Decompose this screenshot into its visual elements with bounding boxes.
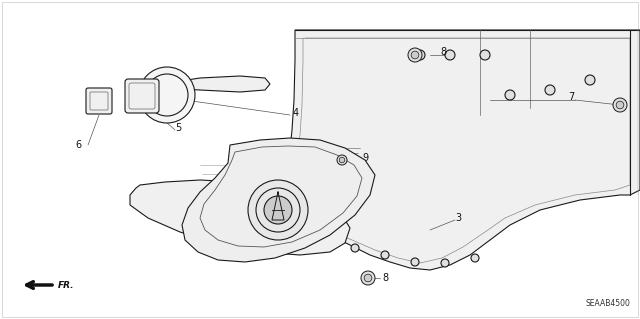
Circle shape xyxy=(361,271,375,285)
Circle shape xyxy=(441,259,449,267)
Text: 4: 4 xyxy=(293,108,299,118)
Circle shape xyxy=(411,258,419,266)
Text: 2: 2 xyxy=(200,208,206,218)
Circle shape xyxy=(381,251,389,259)
Circle shape xyxy=(505,90,515,100)
Text: 9: 9 xyxy=(362,153,368,163)
Circle shape xyxy=(613,98,627,112)
Circle shape xyxy=(585,75,595,85)
Text: 3: 3 xyxy=(455,213,461,223)
FancyBboxPatch shape xyxy=(86,88,112,114)
Circle shape xyxy=(248,180,308,240)
Circle shape xyxy=(411,51,419,59)
Circle shape xyxy=(445,50,455,60)
Polygon shape xyxy=(182,138,375,262)
Text: 8: 8 xyxy=(382,273,388,283)
Polygon shape xyxy=(280,30,640,270)
Circle shape xyxy=(351,244,359,252)
Circle shape xyxy=(545,85,555,95)
Text: 5: 5 xyxy=(175,123,181,133)
Circle shape xyxy=(415,50,425,60)
Text: 6: 6 xyxy=(75,140,81,150)
Polygon shape xyxy=(167,76,270,92)
Text: 8: 8 xyxy=(440,47,446,57)
Circle shape xyxy=(616,101,624,109)
Text: FR.: FR. xyxy=(58,280,74,290)
Circle shape xyxy=(264,196,292,224)
Circle shape xyxy=(337,155,347,165)
Circle shape xyxy=(471,254,479,262)
Circle shape xyxy=(480,50,490,60)
Text: 1: 1 xyxy=(295,168,301,178)
Circle shape xyxy=(139,67,195,123)
Circle shape xyxy=(339,157,345,163)
Text: 7: 7 xyxy=(568,92,574,102)
Circle shape xyxy=(408,48,422,62)
Text: SEAAB4500: SEAAB4500 xyxy=(585,299,630,308)
Circle shape xyxy=(364,274,372,282)
FancyBboxPatch shape xyxy=(125,79,159,113)
Polygon shape xyxy=(130,180,350,255)
